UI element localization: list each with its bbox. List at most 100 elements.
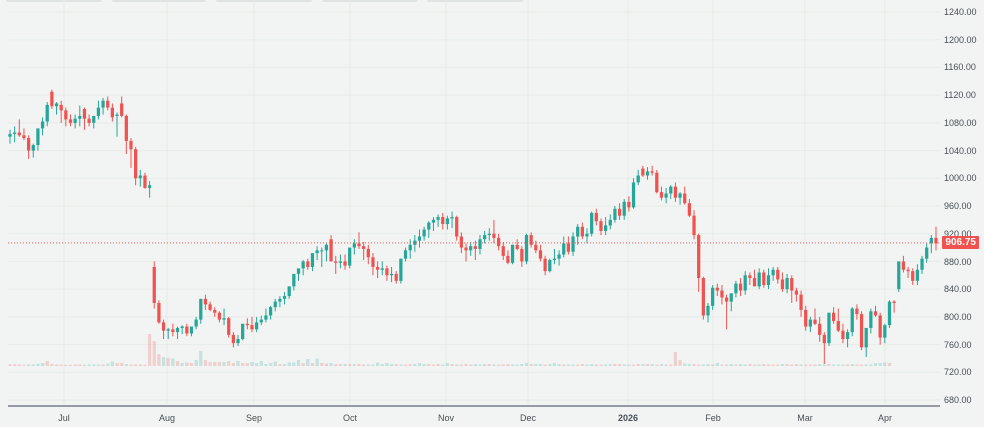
candle-body bbox=[59, 104, 63, 111]
candle-body bbox=[794, 290, 799, 295]
candle-body bbox=[608, 219, 612, 226]
time-tick: Sep bbox=[245, 413, 263, 423]
candle-body bbox=[22, 135, 26, 139]
candle-body bbox=[822, 334, 826, 344]
candle-body bbox=[40, 121, 45, 129]
toolbar-strip bbox=[6, 0, 102, 2]
candle-body bbox=[585, 233, 589, 237]
candle-body bbox=[45, 104, 49, 122]
candle-body bbox=[17, 132, 21, 136]
price-tick: 760.00 bbox=[944, 340, 972, 350]
candle-body bbox=[110, 107, 115, 118]
candle-body bbox=[87, 118, 91, 123]
candle-body bbox=[231, 334, 235, 344]
candle-body bbox=[557, 254, 561, 259]
candle-body bbox=[771, 269, 775, 276]
candle-body bbox=[287, 286, 291, 297]
last-price-badge: 906.75 bbox=[942, 235, 979, 249]
candle-body bbox=[54, 103, 59, 107]
candle-body bbox=[134, 149, 138, 179]
candle-body bbox=[455, 217, 459, 237]
candle-body bbox=[282, 296, 287, 299]
candle-body bbox=[836, 321, 840, 331]
price-tick: 1120.00 bbox=[944, 90, 976, 100]
candle-body bbox=[580, 226, 584, 237]
time-tick: Mar bbox=[797, 413, 813, 423]
candle-body bbox=[934, 237, 938, 244]
candle-body bbox=[199, 298, 203, 320]
candle-body bbox=[650, 171, 654, 173]
candle-body bbox=[203, 298, 208, 305]
candle-body bbox=[13, 132, 17, 134]
candle-body bbox=[241, 323, 245, 340]
candle-body bbox=[711, 287, 715, 306]
candle-body bbox=[138, 175, 142, 179]
candle-body bbox=[194, 319, 198, 327]
candle-body bbox=[510, 244, 515, 263]
candle-body bbox=[389, 273, 394, 276]
candle-body bbox=[180, 326, 184, 328]
candle-body bbox=[720, 290, 724, 298]
candle-body bbox=[357, 243, 361, 247]
candle-body bbox=[799, 294, 803, 310]
candle-body bbox=[524, 235, 529, 262]
toolbar-strip bbox=[427, 0, 523, 2]
candle-body bbox=[701, 278, 705, 316]
candle-body bbox=[873, 311, 878, 316]
candle-body bbox=[273, 301, 277, 308]
time-tick: Aug bbox=[158, 413, 176, 423]
candle-body bbox=[859, 314, 864, 348]
candle-body bbox=[883, 325, 887, 338]
candle-body bbox=[864, 327, 868, 348]
candle-body bbox=[506, 255, 510, 263]
candle-body bbox=[385, 268, 389, 276]
candle-body bbox=[487, 233, 491, 236]
candle-body bbox=[776, 269, 780, 280]
candle-body bbox=[459, 236, 463, 248]
candle-body bbox=[143, 175, 147, 188]
candle-body bbox=[245, 323, 249, 326]
candle-body bbox=[64, 110, 68, 120]
candle-body bbox=[26, 138, 31, 151]
candle-body bbox=[827, 312, 831, 344]
time-tick: Jul bbox=[58, 413, 70, 423]
candle-body bbox=[310, 253, 315, 267]
candle-body bbox=[520, 248, 524, 262]
candle-body bbox=[790, 278, 794, 291]
candle-body bbox=[869, 311, 873, 328]
candle-body bbox=[473, 246, 477, 249]
candle-body bbox=[296, 268, 301, 274]
candle-body bbox=[375, 266, 380, 270]
candle-body bbox=[422, 229, 426, 237]
price-tick: 1080.00 bbox=[944, 118, 977, 128]
candle-body bbox=[147, 185, 152, 188]
candle-body bbox=[603, 225, 608, 231]
candle-body bbox=[687, 203, 692, 216]
candle-body bbox=[268, 307, 273, 316]
candle-body bbox=[590, 212, 594, 234]
candle-body bbox=[715, 287, 719, 291]
candle-body bbox=[334, 261, 338, 263]
price-tick: 720.00 bbox=[944, 367, 972, 377]
candle-body bbox=[352, 243, 356, 248]
price-tick: 800.00 bbox=[944, 312, 972, 322]
candle-body bbox=[804, 309, 808, 327]
time-tick: Oct bbox=[342, 413, 358, 423]
candle-body bbox=[8, 133, 12, 137]
time-tick: Apr bbox=[877, 413, 893, 423]
candle-body bbox=[492, 233, 496, 238]
price-tick: 1000.00 bbox=[944, 173, 977, 183]
candle-body bbox=[371, 257, 375, 267]
candle-body bbox=[599, 221, 603, 231]
candle-body bbox=[729, 293, 733, 302]
candle-body bbox=[808, 319, 812, 327]
candle-body bbox=[338, 261, 343, 263]
candle-body bbox=[766, 275, 771, 285]
candle-body bbox=[399, 258, 403, 281]
candle-body bbox=[697, 235, 701, 279]
price-tick: 680.00 bbox=[944, 395, 972, 405]
candle-body bbox=[408, 244, 412, 251]
candle-body bbox=[175, 327, 180, 333]
